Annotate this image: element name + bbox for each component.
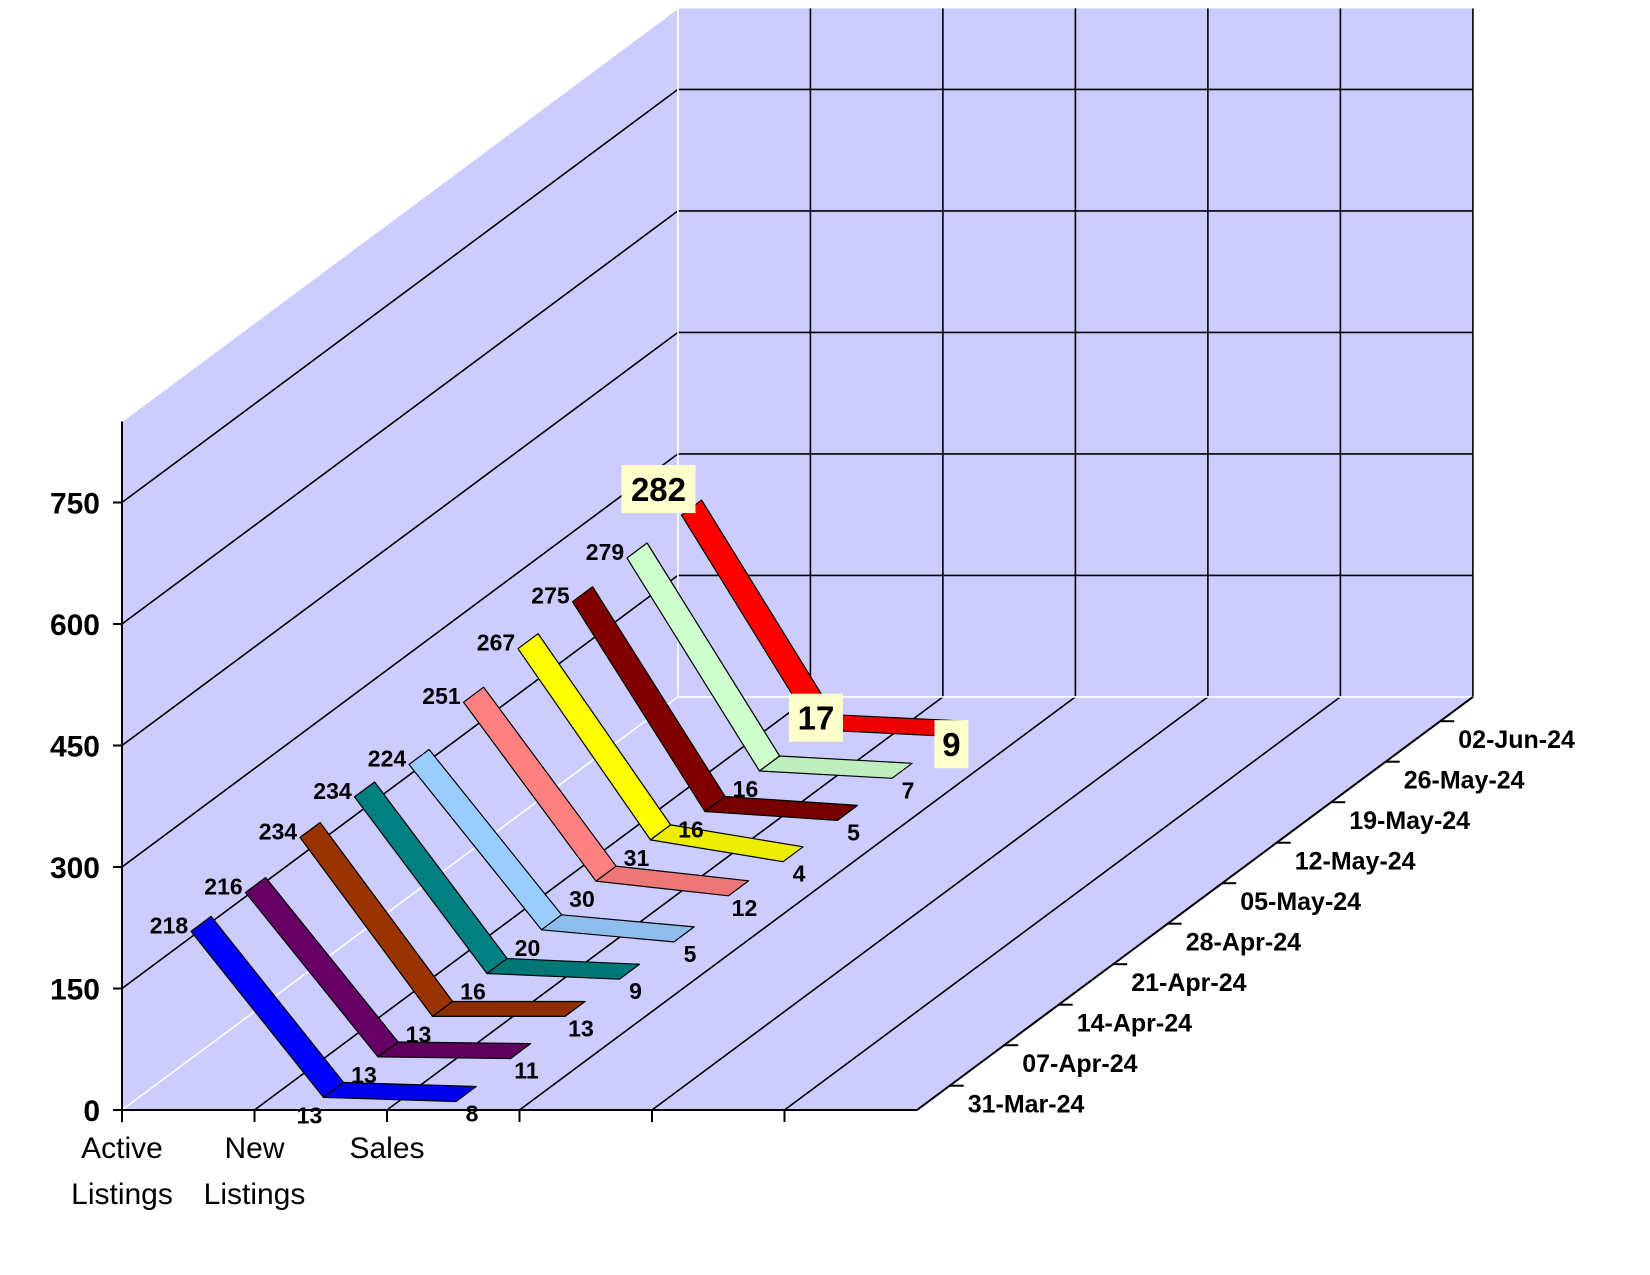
floor-gridline xyxy=(519,696,1076,1111)
series-segment xyxy=(704,795,859,822)
data-label: 16 xyxy=(733,776,759,802)
data-label: 8 xyxy=(466,1100,479,1126)
data-label: 267 xyxy=(477,630,515,656)
data-label-box xyxy=(788,693,843,742)
y-tick-label: 150 xyxy=(50,974,100,1007)
z-tick-label: 12-May-24 xyxy=(1295,848,1416,876)
data-label: 9 xyxy=(629,978,642,1004)
series-ribbon-07-Apr-24 xyxy=(244,876,532,1060)
data-label: 279 xyxy=(586,539,624,565)
series-ribbon-14-Apr-24 xyxy=(299,821,586,1018)
data-label: 234 xyxy=(313,778,352,804)
data-label: 251 xyxy=(422,683,461,709)
z-tick-label: 05-May-24 xyxy=(1240,888,1361,916)
data-label: 7 xyxy=(902,777,915,803)
data-label: 282 xyxy=(631,471,686,508)
series-segment xyxy=(322,1081,477,1103)
data-label: 16 xyxy=(678,817,704,843)
y-tick-label: 600 xyxy=(50,609,100,642)
data-label: 224 xyxy=(368,746,407,772)
data-label: 20 xyxy=(515,935,541,961)
y-tick-label: 450 xyxy=(50,731,100,764)
z-tick-label: 21-Apr-24 xyxy=(1131,969,1246,997)
series-ribbon-21-Apr-24 xyxy=(353,781,641,980)
x-category-label: Listings xyxy=(204,1178,306,1211)
z-tick-label: 14-Apr-24 xyxy=(1077,1010,1192,1038)
chart-axes: 0 150 300 450 600 750 Active Listings New Listing… xyxy=(50,421,1575,1211)
x-category-label: Active xyxy=(81,1132,163,1165)
series-ribbon-26-May-24 xyxy=(626,542,913,779)
series-ribbon-31-Mar-24 xyxy=(190,915,477,1103)
data-label: 16 xyxy=(460,979,486,1005)
z-tick-label: 26-May-24 xyxy=(1404,767,1525,795)
z-tick-label: 07-Apr-24 xyxy=(1022,1050,1137,1078)
side-floor-edge xyxy=(121,696,679,1111)
y-tick-label: 750 xyxy=(50,488,100,521)
floor-gridline xyxy=(784,696,1341,1111)
chart-data-labels: 282 17 9 279 16 7 275 16 5 267 31 4 251 30 12 224 20 5 234… xyxy=(150,465,969,1128)
z-tick-label: 02-Jun-24 xyxy=(1458,726,1575,754)
data-label: 13 xyxy=(297,1102,323,1128)
series-ribbon-05-May-24 xyxy=(462,686,750,897)
data-label: 4 xyxy=(793,861,806,887)
side-wall-top-edge xyxy=(121,7,679,422)
data-label: 13 xyxy=(406,1021,432,1047)
y-tick-label: 0 xyxy=(83,1095,100,1128)
x-category-label: Listings xyxy=(71,1178,173,1211)
x-category-label: New xyxy=(224,1132,284,1165)
series-segment xyxy=(758,755,913,779)
series-ribbon-28-Apr-24 xyxy=(408,748,695,943)
data-label-box xyxy=(621,465,696,514)
data-label: 234 xyxy=(259,818,298,844)
data-label: 216 xyxy=(204,874,242,900)
floor-gridline xyxy=(651,696,1209,1111)
series-segment xyxy=(595,865,750,897)
series-segment xyxy=(431,1000,586,1018)
series-segment xyxy=(486,957,641,980)
z-tick-label: 31-Mar-24 xyxy=(968,1091,1085,1119)
x-category-label: Sales xyxy=(349,1132,424,1165)
data-label: 218 xyxy=(150,912,189,938)
data-label: 31 xyxy=(624,845,650,871)
z-tick-label: 28-Apr-24 xyxy=(1186,929,1301,957)
series-segment xyxy=(377,1041,532,1060)
series-ribbon-12-May-24 xyxy=(517,633,804,863)
series-ribbon-19-May-24 xyxy=(571,586,859,822)
chart-series xyxy=(190,499,968,1103)
data-label: 9 xyxy=(942,726,960,763)
data-label: 13 xyxy=(351,1062,377,1088)
z-tick-label: 19-May-24 xyxy=(1349,807,1470,835)
data-label: 17 xyxy=(798,700,835,737)
y-tick-label: 300 xyxy=(50,852,100,885)
side-wall xyxy=(122,8,678,1110)
data-label: 5 xyxy=(847,819,860,845)
data-label: 30 xyxy=(569,886,595,912)
series-segment xyxy=(540,914,695,943)
data-label: 275 xyxy=(531,583,570,609)
series-ribbon-02-Jun-24 xyxy=(680,499,968,737)
data-label: 5 xyxy=(684,941,697,967)
data-label-box xyxy=(934,720,969,769)
z-axis-line xyxy=(916,696,1474,1111)
data-label: 11 xyxy=(514,1058,539,1084)
data-label: 13 xyxy=(568,1015,594,1041)
series-segment xyxy=(649,824,804,863)
data-label: 12 xyxy=(732,895,758,921)
